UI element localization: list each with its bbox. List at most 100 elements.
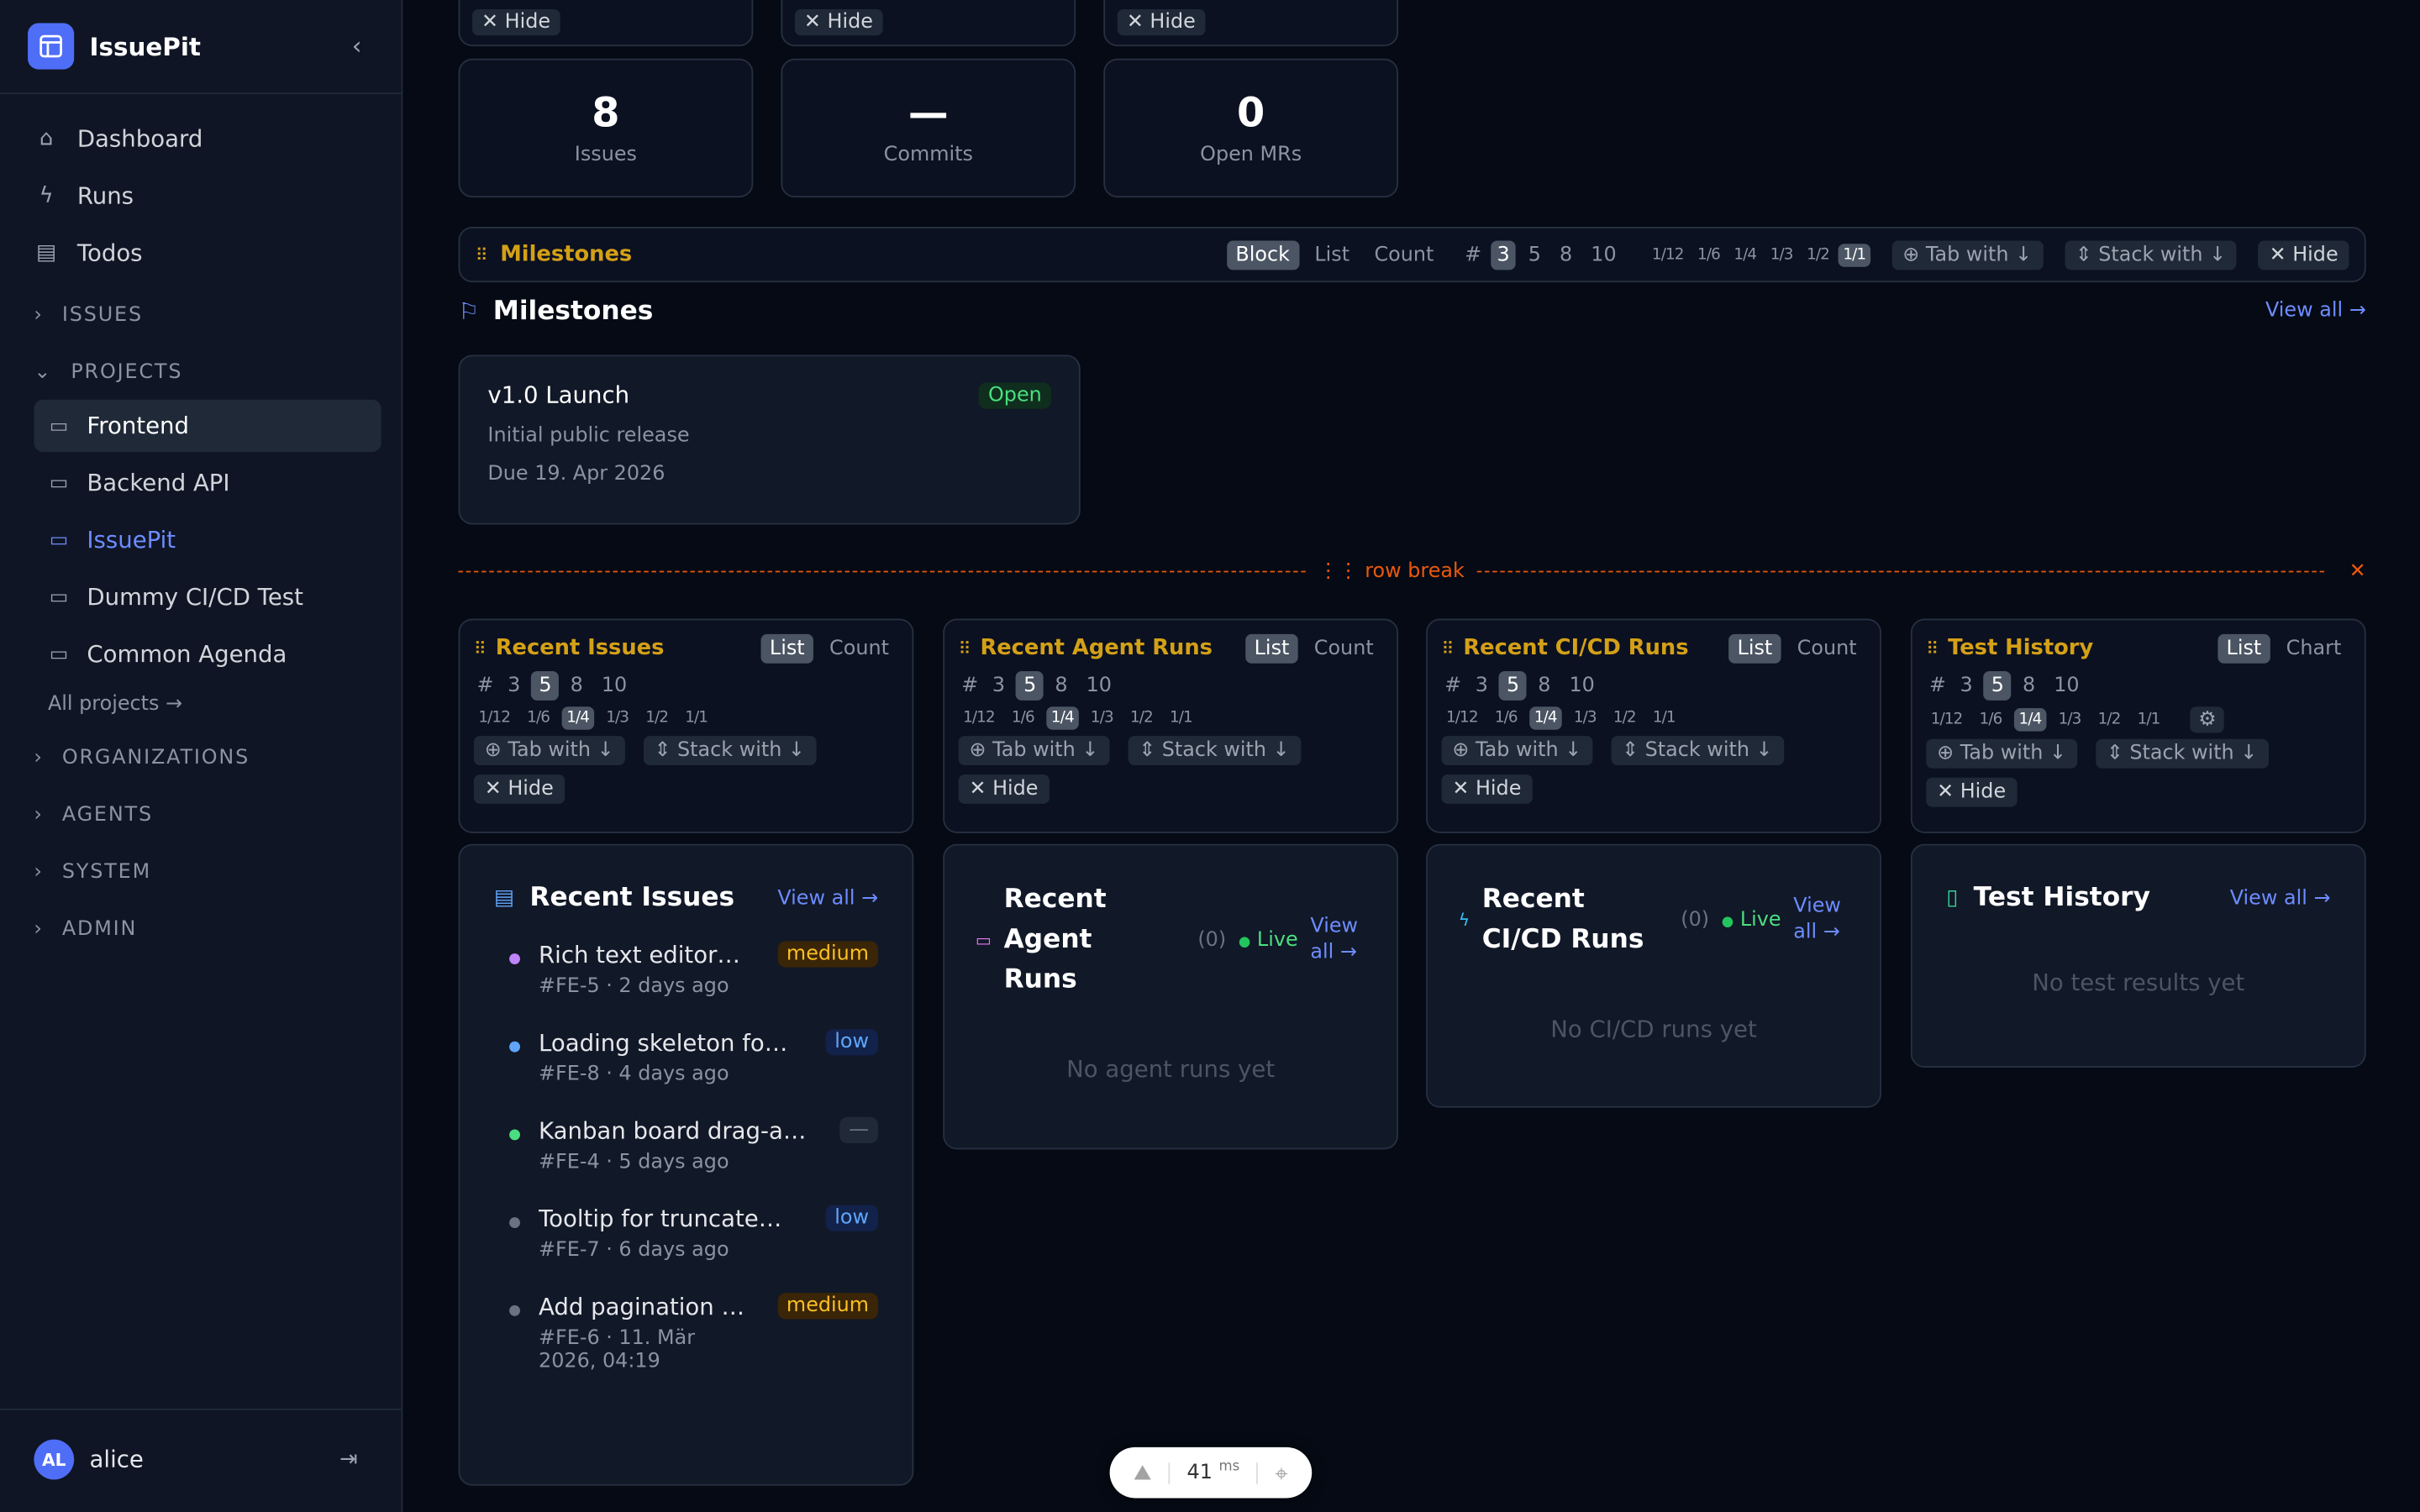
milestones-view-all-link[interactable]: View all → bbox=[2265, 299, 2366, 323]
sidebar-project-item[interactable]: ▭ Backend API bbox=[34, 457, 381, 509]
count-option-8[interactable]: 8 bbox=[570, 674, 583, 698]
mode-count[interactable]: Count bbox=[1374, 243, 1434, 266]
width-option[interactable]: 1/12 bbox=[474, 706, 515, 730]
width-option[interactable]: 1/2 bbox=[641, 706, 673, 730]
hide-button[interactable]: ✕ Hide bbox=[794, 9, 883, 36]
collapse-sidebar-icon[interactable]: ‹ bbox=[351, 30, 362, 60]
drag-handle-icon[interactable]: ⠿ bbox=[958, 638, 971, 659]
stat-card[interactable]: — Commits bbox=[781, 58, 1076, 198]
count-option-8[interactable]: 8 bbox=[1538, 674, 1551, 698]
issue-title[interactable]: Tooltip for truncate… bbox=[539, 1205, 782, 1233]
sidebar-project-item[interactable]: ▭ Frontend bbox=[34, 399, 381, 453]
mode-block[interactable]: Block bbox=[1226, 239, 1299, 270]
width-option[interactable]: 1/3 bbox=[1569, 706, 1601, 730]
hide-button[interactable]: ✕ Hide bbox=[473, 774, 565, 804]
width-option[interactable]: 1/4 bbox=[1729, 243, 1761, 266]
count-option-5[interactable]: 5 bbox=[1983, 670, 2012, 701]
sidebar-project-item[interactable]: ▭ IssuePit bbox=[34, 514, 381, 566]
mode-list[interactable]: List bbox=[760, 633, 814, 663]
count-option-10[interactable]: 10 bbox=[1591, 243, 1617, 266]
count-option-10[interactable]: 10 bbox=[1086, 674, 1112, 698]
section-issues[interactable]: › ISSUES bbox=[34, 304, 143, 328]
count-option-10[interactable]: 10 bbox=[601, 674, 628, 698]
settings-gear-icon[interactable]: ⚙ bbox=[2191, 706, 2224, 733]
count-option-3[interactable]: 3 bbox=[1491, 239, 1517, 270]
view-all-link[interactable]: View all → bbox=[2229, 886, 2331, 910]
sidebar-item-dashboard[interactable]: ⌂ Dashboard bbox=[34, 113, 381, 165]
issue-list-item[interactable]: Loading skeleton fo… #FE-8 · 4 days ago lo… bbox=[494, 1029, 879, 1086]
sidebar-project-item[interactable]: ▭ Common Agenda bbox=[34, 628, 381, 680]
width-option[interactable]: 1/41/4 bbox=[561, 706, 594, 730]
width-option[interactable]: 1/12 bbox=[1647, 243, 1688, 266]
width-option[interactable]: 1/3 bbox=[602, 706, 634, 730]
section-projects[interactable]: ⌄ PROJECTS bbox=[34, 361, 182, 385]
tab-with-button[interactable]: ⊕ Tab with ↓ bbox=[1891, 239, 2044, 270]
count-option-8[interactable]: 8 bbox=[2022, 674, 2036, 698]
width-option[interactable]: 1/1 bbox=[681, 706, 713, 730]
width-option[interactable]: 1/1 bbox=[1165, 706, 1197, 730]
tab-with-button[interactable]: ⊕ Tab with ↓ bbox=[1926, 738, 2077, 769]
width-option[interactable]: 1/12 bbox=[959, 706, 1000, 730]
tab-with-button[interactable]: ⊕ Tab with ↓ bbox=[1441, 736, 1593, 766]
count-option-3[interactable]: 3 bbox=[508, 674, 521, 698]
section-agents[interactable]: › AGENTS bbox=[34, 804, 153, 827]
count-option-10[interactable]: 10 bbox=[1569, 674, 1595, 698]
nuxt-logo-icon[interactable]: ⛰ bbox=[1133, 1460, 1152, 1485]
width-option[interactable]: 1/12 bbox=[1442, 706, 1483, 730]
stack-with-button[interactable]: ⇕ Stack with ↓ bbox=[1611, 736, 1784, 766]
issue-list-item[interactable]: Tooltip for truncate… #FE-7 · 6 days ago l… bbox=[494, 1205, 879, 1262]
all-projects-link[interactable]: All projects → bbox=[47, 692, 183, 717]
count-option-3[interactable]: 3 bbox=[992, 674, 1006, 698]
tab-with-button[interactable]: ⊕ Tab with ↓ bbox=[958, 736, 1110, 766]
issue-title[interactable]: Loading skeleton fo… bbox=[539, 1029, 788, 1058]
hide-button[interactable]: ✕ Hide bbox=[472, 9, 560, 36]
width-option[interactable]: 1/3 bbox=[2054, 708, 2086, 732]
section-organizations[interactable]: › ORGANIZATIONS bbox=[34, 747, 250, 770]
issue-title[interactable]: Rich text editor… bbox=[539, 941, 740, 969]
issue-title[interactable]: Kanban board drag-a… bbox=[539, 1116, 807, 1145]
hide-button[interactable]: ✕ Hide bbox=[958, 774, 1050, 804]
width-option[interactable]: 1/2 bbox=[1802, 243, 1834, 266]
mode-list[interactable]: List bbox=[1728, 633, 1782, 663]
stack-with-button[interactable]: ⇕ Stack with ↓ bbox=[2064, 239, 2238, 270]
sidebar-item-todos[interactable]: ▤ Todos bbox=[34, 227, 381, 279]
drag-handle-icon[interactable]: ⠿ bbox=[475, 244, 488, 265]
mode-list[interactable]: List bbox=[2217, 633, 2271, 663]
issue-list-item[interactable]: Kanban board drag-a… #FE-4 · 5 days ago — bbox=[494, 1116, 879, 1174]
width-option[interactable]: 1/41/4 bbox=[1046, 706, 1079, 730]
width-option[interactable]: 1/12 bbox=[1926, 708, 1967, 732]
width-option[interactable]: 1/1 bbox=[1648, 706, 1680, 730]
count-option-3[interactable]: 3 bbox=[1960, 674, 1973, 698]
mode-count[interactable]: Count bbox=[829, 636, 889, 660]
width-option[interactable]: 1/6 bbox=[1490, 706, 1522, 730]
stat-card[interactable]: 8 Issues bbox=[458, 58, 754, 198]
count-option-5[interactable]: 5 bbox=[1528, 243, 1542, 266]
user-menu[interactable]: AL alice bbox=[34, 1439, 144, 1480]
width-option[interactable]: 1/3 bbox=[1765, 243, 1797, 266]
count-option-8[interactable]: 8 bbox=[1055, 674, 1068, 698]
count-option-3[interactable]: 3 bbox=[1475, 674, 1488, 698]
brand[interactable]: IssuePit bbox=[28, 23, 201, 70]
section-system[interactable]: › SYSTEM bbox=[34, 861, 151, 885]
logout-icon[interactable]: ⇥ bbox=[339, 1446, 358, 1473]
sidebar-item-runs[interactable]: ϟ Runs bbox=[34, 170, 381, 222]
issue-list-item[interactable]: Add pagination … #FE-6 · 11. Mär 2026, 04… bbox=[494, 1293, 879, 1373]
drag-handle-icon[interactable]: ⠿ bbox=[1926, 638, 1939, 659]
width-option[interactable]: 1/3 bbox=[1086, 706, 1118, 730]
sidebar-project-item[interactable]: ▭ Dummy CI/CD Test bbox=[34, 571, 381, 623]
width-option[interactable]: 1/41/4 bbox=[2014, 708, 2046, 732]
remove-row-break-icon[interactable]: ✕ bbox=[2349, 559, 2366, 583]
width-option[interactable]: 1/1 bbox=[2133, 708, 2165, 732]
issue-list-item[interactable]: Rich text editor… #FE-5 · 2 days ago mediu… bbox=[494, 941, 879, 998]
count-option-5[interactable]: 5 bbox=[1498, 670, 1528, 701]
drag-handle-icon[interactable]: ⠿ bbox=[1441, 638, 1455, 659]
view-all-link[interactable]: View all → bbox=[1310, 915, 1359, 964]
count-option-5[interactable]: 5 bbox=[1015, 670, 1044, 701]
width-option[interactable]: 1/2 bbox=[1608, 706, 1640, 730]
mode-list[interactable]: List bbox=[1244, 633, 1299, 663]
stack-with-button[interactable]: ⇕ Stack with ↓ bbox=[643, 736, 816, 766]
view-all-link[interactable]: View all → bbox=[1793, 895, 1841, 945]
hide-button[interactable]: ✕ Hide bbox=[2258, 239, 2349, 270]
count-option-10[interactable]: 10 bbox=[2054, 674, 2080, 698]
hide-button[interactable]: ✕ Hide bbox=[1926, 777, 2018, 807]
